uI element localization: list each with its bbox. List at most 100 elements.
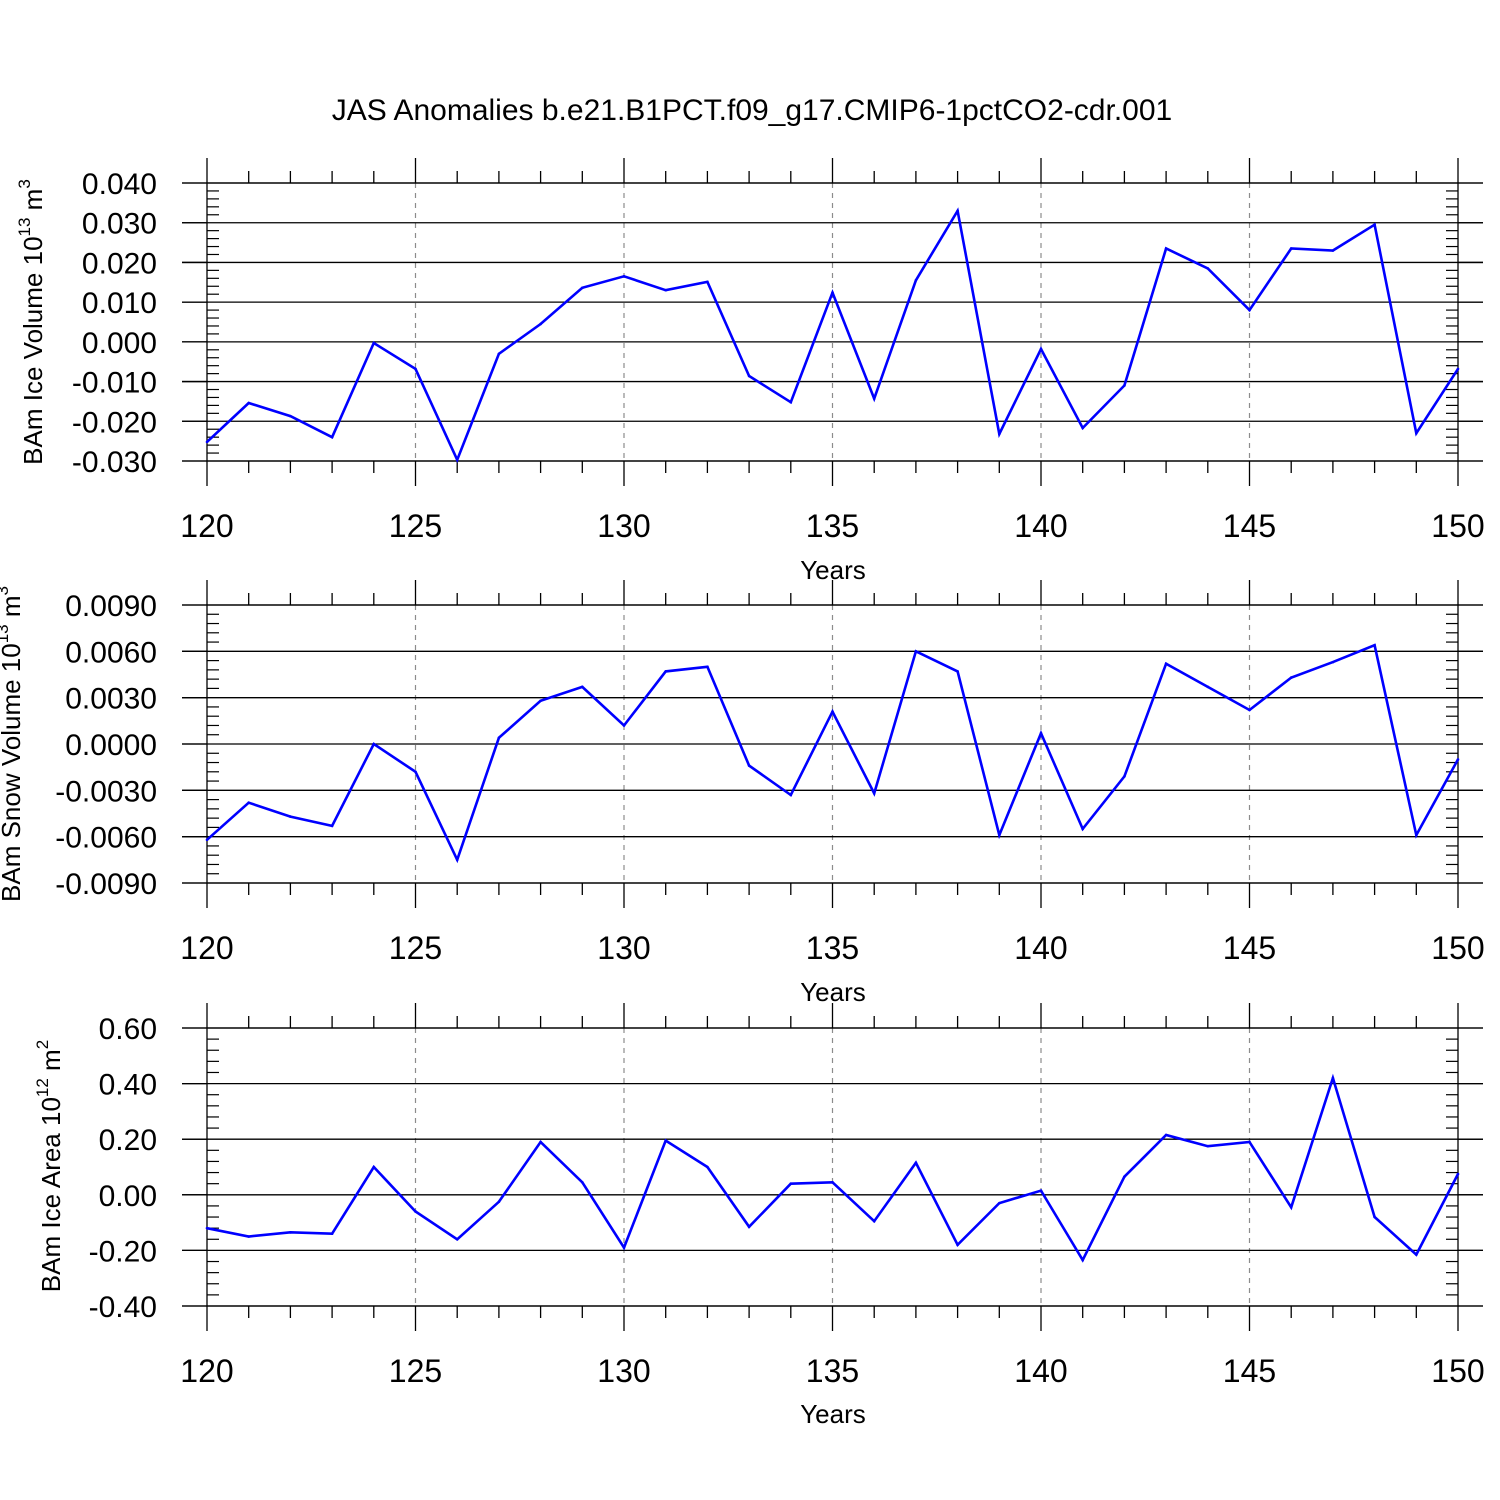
ice-volume-data-point (372, 341, 376, 345)
snow-volume-data-point (205, 838, 209, 842)
ice-volume-ytick-label: 0.040 (82, 168, 157, 201)
panel-snow-volume-ylabel: BAm Snow Volume 1013 m3 (0, 586, 26, 902)
ice-volume-data-point (330, 435, 334, 439)
ice-volume-data-point (747, 374, 751, 378)
panel-ice-area-line (205, 1073, 1460, 1263)
snow-volume-data-point (664, 670, 667, 673)
ice-volume-ytick-label: 0.020 (82, 247, 157, 280)
snow-volume-ytick-label: -0.0030 (55, 775, 157, 808)
panel-ice-area-xlabel: Years (800, 1399, 866, 1429)
panel-snow-volume-xlabel: Years (800, 977, 866, 1007)
panel-ice-volume: -0.030 -0.020 -0.010 0.000 0.010 0.020 0.030 0.… (15, 158, 1485, 585)
ice-volume-data-point (914, 279, 918, 282)
ice-area-data-point (1415, 1253, 1418, 1256)
snow-volume-xtick-label: 130 (597, 930, 650, 966)
snow-volume-data-point (1248, 708, 1251, 712)
snow-volume-data-point (706, 665, 709, 669)
ice-area-data-point (1248, 1140, 1251, 1144)
ice-area-xtick-label: 145 (1223, 1353, 1276, 1389)
panel-ice-area-ylabel: BAm Ice Area 1012 m2 (33, 1040, 66, 1292)
ice-area-data-point (1081, 1258, 1084, 1262)
ice-area-data-point (1164, 1133, 1168, 1137)
snow-volume-data-point (289, 815, 292, 818)
ice-volume-data-point (205, 440, 209, 444)
snow-volume-data-point (1039, 731, 1043, 735)
ice-volume-data-point (789, 400, 793, 404)
ice-area-data-point (1289, 1206, 1293, 1209)
ice-volume-xtick-label: 120 (180, 508, 233, 544)
ice-area-data-point (289, 1231, 292, 1234)
ice-volume-ytick-label: -0.010 (72, 367, 157, 400)
ice-volume-xtick-label: 150 (1431, 508, 1484, 544)
ice-area-data-point (1039, 1189, 1043, 1192)
snow-volume-xtick-label: 120 (180, 930, 233, 966)
snow-volume-data-point (1289, 676, 1293, 679)
snow-volume-xtick-label: 145 (1223, 930, 1276, 966)
ice-area-xtick-label: 140 (1014, 1353, 1067, 1389)
ice-volume-data-point (998, 432, 1001, 436)
panel-snow-volume: -0.0090 -0.0060 -0.0030 0.0000 0.0030 0.0060 0… (0, 580, 1485, 1007)
ice-area-data-point (664, 1139, 667, 1142)
ice-volume-data-point (1331, 249, 1335, 252)
snow-volume-ytick-label: 0.0000 (65, 729, 157, 762)
ice-area-ytick-label: 0.60 (99, 1013, 157, 1046)
ice-volume-data-point (956, 209, 959, 213)
ice-area-data-point (1373, 1215, 1376, 1219)
snow-volume-data-point (789, 793, 793, 797)
snow-volume-data-point (1081, 827, 1084, 831)
ice-volume-ytick-label: 0.030 (82, 208, 157, 241)
snow-volume-data-point (455, 858, 459, 862)
snow-volume-xtick-label: 125 (389, 930, 442, 966)
snow-volume-data-point (622, 724, 626, 727)
ice-volume-data-point (1373, 223, 1376, 226)
ice-volume-ytick-label: -0.030 (72, 446, 157, 479)
ice-area-data-point (747, 1225, 751, 1229)
ice-area-ytick-label: -0.40 (89, 1291, 157, 1324)
ice-volume-data-point (1456, 367, 1460, 371)
ice-area-xtick-label: 150 (1431, 1353, 1484, 1389)
ice-area-data-point (622, 1246, 626, 1249)
ice-area-xtick-label: 130 (597, 1353, 650, 1389)
snow-volume-data-point (956, 670, 959, 673)
ice-area-data-point (1206, 1144, 1210, 1148)
snow-volume-data-point (1164, 662, 1168, 665)
snow-volume-data-point (330, 824, 334, 828)
ice-area-data-point (205, 1226, 209, 1230)
ice-area-data-point (706, 1165, 709, 1169)
snow-volume-ytick-label: -0.0090 (55, 868, 157, 901)
ice-area-data-point (914, 1161, 918, 1165)
ice-volume-data-point (831, 291, 834, 294)
snow-volume-ytick-label: 0.0090 (65, 590, 157, 623)
ice-area-data-point (497, 1200, 501, 1204)
ice-area-data-point (998, 1201, 1001, 1205)
ice-volume-xtick-label: 135 (806, 508, 859, 544)
snow-volume-data-point (747, 764, 751, 767)
ice-area-data-point (789, 1182, 793, 1185)
ice-area-ytick-label: -0.20 (89, 1235, 157, 1268)
ice-area-data-point (372, 1165, 376, 1169)
ice-volume-data-point (664, 288, 667, 292)
panel-ice-volume-ticks: -0.030 -0.020 -0.010 0.000 0.010 0.020 0.030 0.… (72, 158, 1485, 544)
ice-area-ytick-label: 0.20 (99, 1124, 157, 1157)
ice-volume-data-point (872, 397, 876, 400)
ice-area-xtick-label: 125 (389, 1353, 442, 1389)
snow-volume-ytick-label: -0.0060 (55, 822, 157, 855)
snow-volume-data-point (539, 699, 542, 703)
snow-volume-data-point (372, 742, 376, 746)
ice-volume-data-point (1206, 267, 1210, 270)
ice-volume-data-point (455, 458, 459, 462)
ice-volume-data-point (1289, 247, 1293, 250)
ice-volume-data-point (1164, 247, 1168, 250)
snow-volume-data-point (414, 770, 417, 774)
snow-volume-ytick-label: 0.0030 (65, 683, 157, 716)
ice-volume-data-point (581, 286, 584, 290)
snow-volume-data-point (872, 792, 876, 795)
snow-volume-data-point (1415, 833, 1418, 837)
panel-ice-volume-ylabel: BAm Ice Volume 1013 m3 (15, 179, 48, 465)
ice-volume-xtick-label: 130 (597, 508, 650, 544)
ice-area-ytick-label: 0.00 (99, 1180, 157, 1213)
panel-ice-volume-line (205, 207, 1460, 464)
snow-volume-data-point (831, 710, 834, 713)
snow-volume-data-point (247, 801, 250, 804)
